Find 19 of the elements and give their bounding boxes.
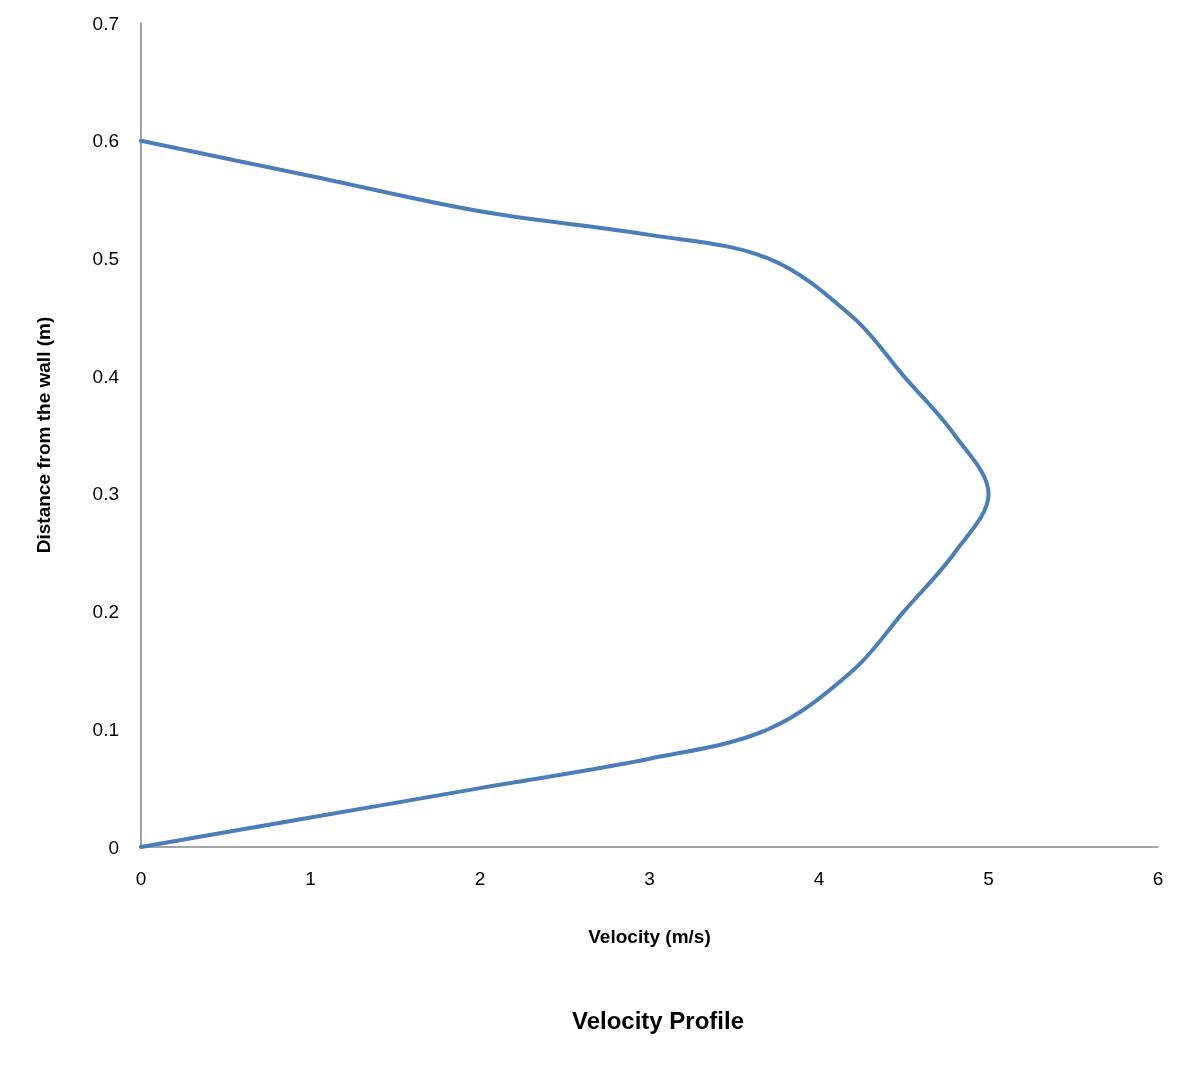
x-tick-label: 3 [644, 868, 655, 889]
line-series [139, 138, 991, 849]
x-tick-label: 5 [983, 868, 994, 889]
x-axis-title: Velocity (m/s) [588, 926, 711, 947]
x-tick-label: 1 [305, 868, 316, 889]
x-tick-label: 0 [135, 868, 147, 889]
y-tick-label: 0.3 [92, 483, 119, 505]
y-axis-title: Distance from the wall (m) [33, 316, 54, 554]
text: Velocity Profile [571, 1006, 745, 1034]
y-tick-label: 0.4 [92, 365, 120, 387]
x-tick-label: 4 [813, 868, 825, 889]
y-tick-label: 0.6 [92, 130, 119, 152]
y-tick-label: 0.7 [92, 12, 119, 34]
x-tick-label: 2 [474, 868, 486, 889]
y-tick-label: 0.2 [92, 601, 119, 623]
y-tick-label: 0.1 [92, 718, 119, 740]
y-tick-label: 0.5 [92, 247, 119, 269]
y-tick-label: 0 [108, 836, 119, 858]
x-tick-label: 6 [1152, 868, 1164, 889]
